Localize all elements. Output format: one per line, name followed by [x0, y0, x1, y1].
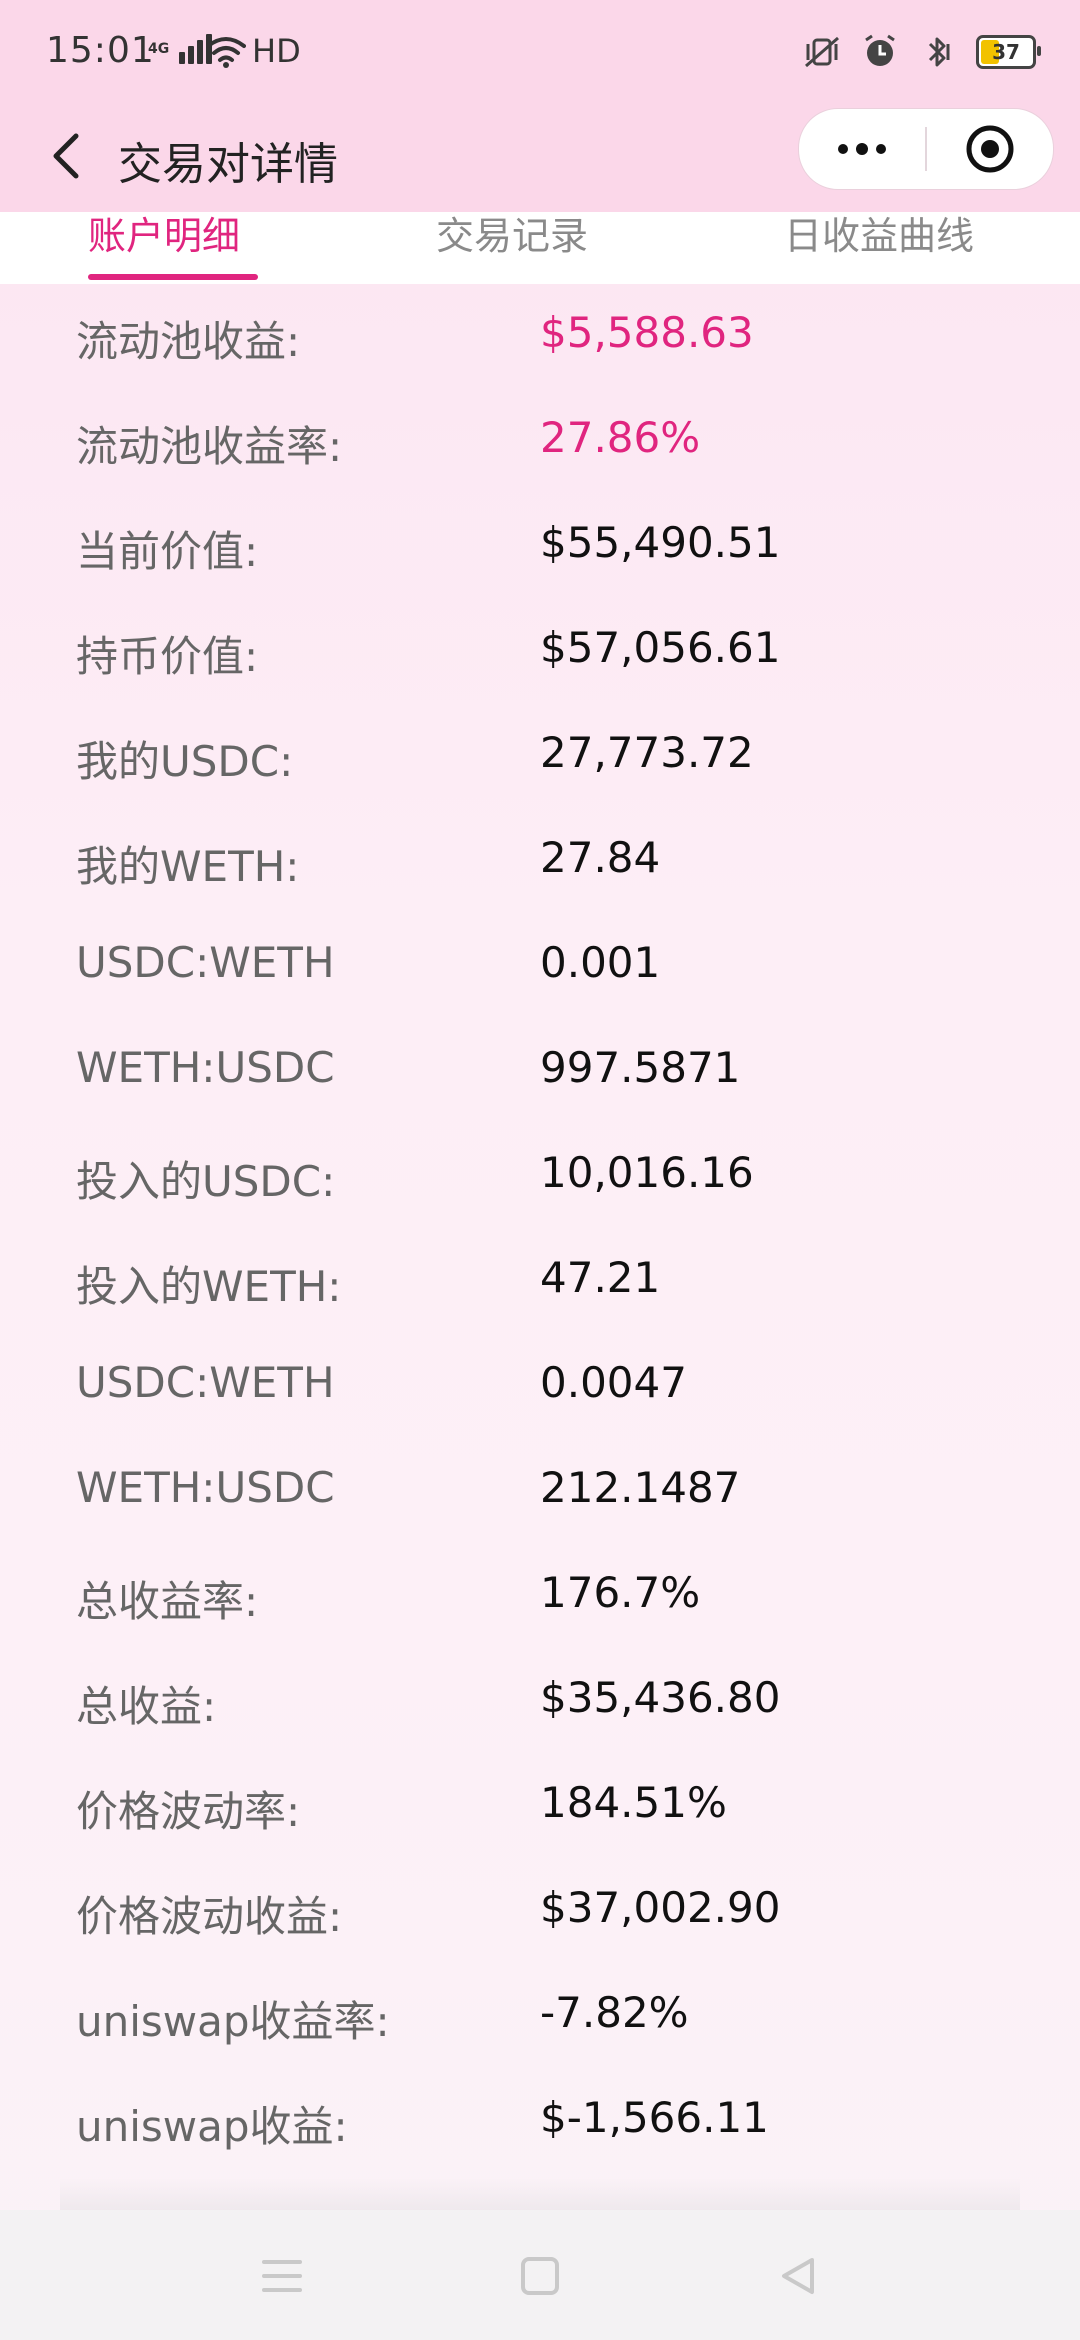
detail-row: 价格波动收益: $37,002.90	[0, 1859, 1080, 1964]
alarm-icon	[865, 34, 895, 66]
detail-value: 10,016.16	[540, 1148, 754, 1197]
header: 15:01 4G HD	[0, 0, 1080, 212]
detail-row: 我的USDC: 27,773.72	[0, 704, 1080, 809]
bluetooth-icon	[928, 37, 950, 67]
back-button[interactable]	[38, 126, 94, 186]
battery-level: 37	[992, 40, 1020, 64]
detail-value: $55,490.51	[540, 518, 781, 567]
detail-label: uniswap收益:	[76, 2102, 348, 2151]
network-type: 4G	[148, 41, 170, 57]
detail-label: 价格波动收益:	[76, 1892, 343, 1941]
detail-label: 持币价值:	[76, 632, 259, 681]
detail-label: WETH:USDC	[76, 1463, 335, 1512]
battery-icon: 37	[976, 35, 1041, 69]
status-icons: 37	[802, 34, 1041, 70]
detail-row: 投入的USDC: 10,016.16	[0, 1124, 1080, 1229]
status-time: 15:01	[46, 30, 155, 71]
chevron-left-icon	[53, 133, 79, 179]
detail-value: 212.1487	[540, 1463, 741, 1512]
detail-label: USDC:WETH	[76, 1358, 335, 1407]
wifi-icon	[206, 37, 246, 68]
triangle-back-icon[interactable]	[776, 2254, 820, 2298]
detail-row: WETH:USDC 212.1487	[0, 1439, 1080, 1544]
detail-label: WETH:USDC	[76, 1043, 335, 1092]
detail-row: uniswap收益: $-1,566.11	[0, 2069, 1080, 2174]
content-bottom-edge	[60, 2178, 1020, 2210]
detail-label: 流动池收益:	[76, 317, 301, 366]
vibrate-mute-icon	[805, 36, 839, 68]
tab-trade-records[interactable]: 交易记录	[436, 214, 589, 258]
detail-label: 投入的WETH:	[76, 1262, 342, 1311]
detail-label: 总收益:	[76, 1682, 217, 1731]
detail-value: 27,773.72	[540, 728, 754, 777]
detail-label: 流动池收益率:	[76, 422, 343, 471]
hd-indicator: HD	[252, 32, 301, 70]
detail-value: 176.7%	[540, 1568, 701, 1617]
capsule-divider	[925, 127, 927, 171]
detail-label: 我的WETH:	[76, 842, 300, 891]
detail-label: 总收益率:	[76, 1577, 259, 1626]
detail-label: 价格波动率:	[76, 1787, 301, 1836]
detail-row: USDC:WETH 0.001	[0, 914, 1080, 1019]
more-dots-icon	[838, 144, 848, 154]
detail-value: $5,588.63	[540, 308, 754, 357]
detail-label: 当前价值:	[76, 527, 259, 576]
tab-daily-profit-curve[interactable]: 日收益曲线	[784, 214, 975, 258]
detail-value: 27.86%	[540, 413, 701, 462]
detail-row: 当前价值: $55,490.51	[0, 494, 1080, 599]
detail-value: 47.21	[540, 1253, 661, 1302]
tab-bar: 账户明细 交易记录 日收益曲线	[0, 212, 1080, 284]
detail-row: uniswap收益率: -7.82%	[0, 1964, 1080, 2069]
detail-label: uniswap收益率:	[76, 1997, 390, 2046]
target-circle-icon	[966, 125, 1014, 173]
more-button[interactable]	[799, 109, 925, 189]
navigation-bar: 交易对详情	[0, 108, 1080, 212]
detail-value: 27.84	[540, 833, 661, 882]
status-bar: 15:01 4G HD	[0, 0, 1080, 108]
cellular-signal-icon: 4G	[148, 34, 213, 64]
menu-lines-icon[interactable]	[260, 2254, 304, 2298]
detail-row: 持币价值: $57,056.61	[0, 599, 1080, 704]
detail-value: $37,002.90	[540, 1883, 781, 1932]
detail-row: 流动池收益率: 27.86%	[0, 389, 1080, 494]
miniprogram-capsule	[798, 108, 1054, 190]
detail-label: USDC:WETH	[76, 938, 335, 987]
detail-row: 我的WETH: 27.84	[0, 809, 1080, 914]
detail-value: 0.001	[540, 938, 661, 987]
active-tab-indicator	[88, 274, 258, 280]
detail-value: $35,436.80	[540, 1673, 781, 1722]
detail-row: 总收益: $35,436.80	[0, 1649, 1080, 1754]
detail-value: 997.5871	[540, 1043, 741, 1092]
tab-account-details[interactable]: 账户明细	[88, 214, 241, 258]
detail-row: USDC:WETH 0.0047	[0, 1334, 1080, 1439]
detail-row: 投入的WETH: 47.21	[0, 1229, 1080, 1334]
close-miniprogram-button[interactable]	[927, 109, 1053, 189]
detail-value: 0.0047	[540, 1358, 687, 1407]
detail-label: 我的USDC:	[76, 737, 294, 786]
detail-label: 投入的USDC:	[76, 1157, 336, 1206]
detail-row: 价格波动率: 184.51%	[0, 1754, 1080, 1859]
detail-value: $57,056.61	[540, 623, 781, 672]
detail-row: 总收益率: 176.7%	[0, 1544, 1080, 1649]
detail-value: $-1,566.11	[540, 2093, 769, 2142]
system-navigation-bar	[0, 2210, 1080, 2340]
detail-row: WETH:USDC 997.5871	[0, 1019, 1080, 1124]
page-title: 交易对详情	[118, 139, 338, 190]
square-icon[interactable]	[518, 2254, 562, 2298]
detail-value: -7.82%	[540, 1988, 689, 2037]
detail-value: 184.51%	[540, 1778, 727, 1827]
detail-row: 流动池收益: $5,588.63	[0, 284, 1080, 389]
